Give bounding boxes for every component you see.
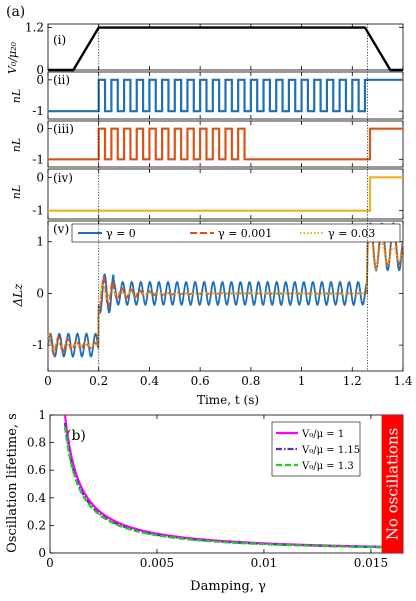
x-tick-label: 0 [44,374,52,388]
plot-frame [47,23,404,71]
no-oscillation-label: No oscillations [383,428,401,541]
series-line [48,127,403,161]
x-tick-label: 1 [298,374,306,388]
sub-label-iii: (iii) [53,122,74,136]
legend-box [71,223,401,243]
y-tick-label: 0.6 [27,463,46,477]
x-tick-label: 0.2 [89,374,108,388]
x-tick-label: 0.8 [241,374,260,388]
panel-a-i: (a) (i) V₀/μ₂₀ 0 1.2 [6,4,404,77]
y-tick-label: -1 [32,104,44,118]
x-tick-label: 1.4 [393,374,412,388]
x-tick-label: 0.4 [140,374,159,388]
legend-label: γ = 0 [106,227,136,240]
y-tick-label: 0 [36,170,44,184]
y-tick-label: -1 [32,338,44,352]
series-line [48,78,403,113]
series-line [47,221,404,359]
sub-label-iv: (iv) [53,171,73,185]
x-tick-label: 0.005 [140,556,174,570]
x-tick-label: 0.015 [354,556,388,570]
y-tick-label: 1 [38,408,46,422]
no-oscillation-region [381,415,403,553]
ylabel-v: ΔLz [11,283,25,308]
x-tick-label: 0.01 [251,556,278,570]
panel-b: (b) Oscillation lifetime, s Damping, γ 0… [5,408,404,594]
y-tick-label: 0 [38,546,46,560]
legend-label: V₀/μ = 1.3 [301,461,354,472]
legend-box [271,421,361,477]
ylabel-ii: nL [10,89,23,103]
sub-label-v: (v) [53,222,69,236]
panel-a-ii: (ii) nL 0 -1 [10,71,404,120]
sub-label-ii: (ii) [53,73,70,87]
sub-label-i: (i) [53,33,66,47]
y-tick-label: 0 [36,122,44,136]
x-tick-label: 0 [46,556,54,570]
y-tick-label: 0 [36,286,44,300]
ylabel-i: V₀/μ₂₀ [6,41,19,74]
plot-frame [47,71,404,120]
legend-label: γ = 0.001 [218,227,272,240]
panel-label-b: (b) [66,428,86,444]
y-tick-label: -1 [32,204,44,218]
y-tick-label: 1 [36,235,44,249]
x-tick-label: 0.6 [191,374,210,388]
plot-frame [47,120,404,168]
panel-a-v: (v) ΔLz Time, t (s) 1 0 -1 0 0.2 0.4 0.6 0.8 1 1.… [11,220,413,407]
panel-label-a: (a) [6,4,25,20]
xlabel-b: Damping, γ [190,579,266,594]
ylabel-iv: nL [10,185,23,199]
legend-label: γ = 0.03 [328,227,375,240]
series-line [48,26,403,72]
series-line [47,233,404,352]
ylabel-b: Oscillation lifetime, s [5,413,20,553]
xlabel-v: Time, t (s) [197,393,259,407]
series-line [47,223,404,356]
legend-label: V₀/μ = 1 [301,429,344,440]
plot-frame [47,168,404,220]
plot-frame [47,220,404,372]
panel-a-iii: (iii) nL 0 -1 [10,120,404,168]
y-tick-label: 0 [36,63,44,77]
series-line [48,176,403,212]
y-tick-label: -1 [32,152,44,166]
y-tick-label: 1.2 [25,21,44,35]
y-tick-label: 0.4 [27,491,46,505]
legend: γ = 0 γ = 0.001 γ = 0.03 [71,223,401,243]
legend: V₀/μ = 1 V₀/μ = 1.15 V₀/μ = 1.3 [271,421,361,477]
y-tick-label: 0.8 [27,436,46,450]
legend-label: V₀/μ = 1.15 [301,445,360,456]
series-line [63,426,382,549]
x-tick-label: 1.2 [343,374,362,388]
y-tick-label: 0.2 [27,518,46,532]
panel-a-iv: (iv) nL 0 -1 [10,168,404,220]
ylabel-iii: nL [10,138,23,152]
y-tick-label: 0 [36,73,44,87]
